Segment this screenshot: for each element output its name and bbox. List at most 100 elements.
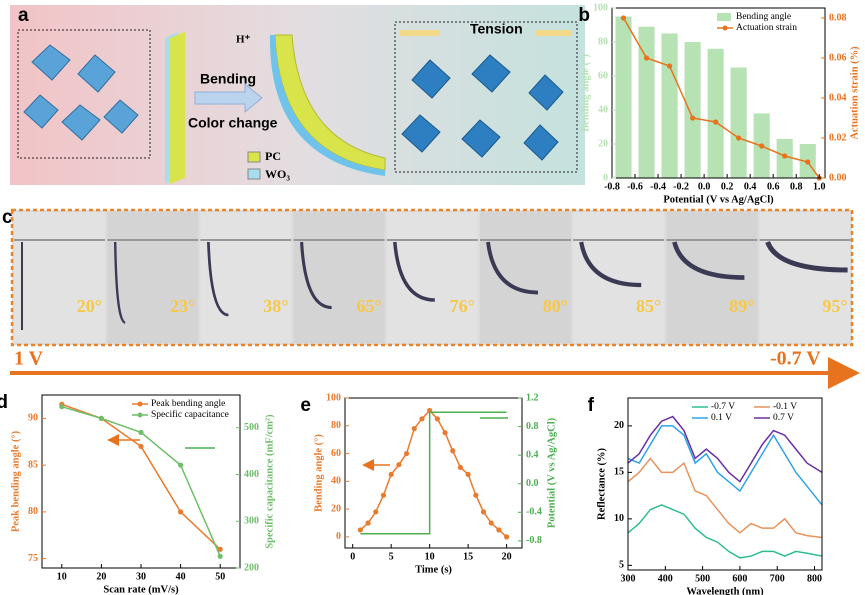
- y-tick-label: 20: [614, 420, 624, 431]
- frame: [10, 208, 854, 347]
- point: [488, 520, 494, 526]
- panel-label: c: [2, 207, 13, 228]
- photos-c: c 1 V -0.7 V 20° 23° 38° 65° 76° 80° 85° 89° 95°: [2, 207, 860, 389]
- y2-tick-label: 0.02: [829, 132, 847, 143]
- legend-label: Actuation strain: [736, 23, 797, 33]
- legend-label: Bending angle: [736, 12, 791, 22]
- start-label: 1 V: [14, 348, 44, 370]
- line: [61, 403, 221, 550]
- line: [627, 504, 823, 559]
- point: [457, 464, 464, 471]
- point: [419, 416, 425, 422]
- bar: [684, 42, 701, 178]
- film: [114, 241, 126, 324]
- zoom-box: [17, 29, 151, 159]
- legend-label: Specific capacitance: [151, 409, 229, 420]
- y2-tick-label: 0.8: [526, 421, 539, 432]
- bar: [638, 26, 655, 179]
- panel-label: f: [588, 395, 595, 416]
- plot-frame: [41, 394, 241, 569]
- point: [782, 153, 788, 159]
- x-tick-label: 20: [96, 571, 106, 582]
- line: [622, 17, 820, 179]
- photo: [14, 212, 105, 343]
- point: [178, 462, 184, 468]
- angle-label: 76°: [450, 296, 475, 316]
- y-axis-label: Bending angle (°): [313, 434, 324, 512]
- photo: [200, 212, 292, 343]
- y2-tick-label: 0.0: [526, 478, 539, 489]
- y2-tick-label: 300: [244, 516, 259, 527]
- y-tick-label: 15: [614, 467, 624, 478]
- point: [442, 430, 448, 436]
- photo: [386, 212, 478, 343]
- panel-label: a: [18, 5, 29, 26]
- crystal-left: [23, 44, 139, 141]
- point: [178, 509, 184, 515]
- point: [217, 546, 223, 552]
- end-label: -0.7 V: [770, 348, 821, 370]
- photo: [573, 212, 665, 343]
- y-tick-label: 40: [598, 104, 608, 115]
- y2-tick-label: 0.06: [829, 52, 847, 63]
- x-tick-label: -0.8: [604, 181, 620, 192]
- y2-tick-label: -0.4: [526, 507, 542, 518]
- y-tick-label: 100: [326, 392, 341, 403]
- x-tick-label: 1.0: [813, 181, 826, 192]
- x-tick-label: 15: [463, 551, 473, 562]
- point: [98, 415, 104, 421]
- plate-pc: [170, 32, 185, 184]
- ion-label: H⁺: [236, 34, 251, 46]
- x-tick-label: 500: [695, 573, 710, 584]
- x-axis-label: Time (s): [415, 564, 452, 575]
- tension-label: Tension: [470, 21, 523, 37]
- y-tick-label: 90: [28, 413, 38, 424]
- line: [627, 425, 823, 506]
- y2-axis-label: Specific capacitance (mF/cm²): [264, 414, 275, 549]
- point: [450, 448, 456, 454]
- y2-tick-label: 0.04: [829, 92, 847, 103]
- film: [672, 241, 745, 280]
- y-tick-label: 80: [331, 420, 341, 431]
- angle-label: 80°: [543, 296, 568, 316]
- legend-label: 0.1 V: [711, 413, 732, 423]
- x-tick-label: 800: [807, 573, 822, 584]
- point: [759, 143, 765, 149]
- line: [360, 411, 507, 535]
- chart: b -0.8 -0.6 -0.4 -0.2 0.0 0.2 0.4 0.6 0.8 1.0 0 20 40…: [578, 2, 860, 205]
- bar: [615, 16, 632, 178]
- x-tick-label: 10: [57, 571, 67, 582]
- y2-axis-label: Actuation strain (%): [849, 46, 860, 140]
- x-tick-label: 0.8: [790, 181, 803, 192]
- x-tick-label: 20: [502, 551, 512, 562]
- angle-label: 38°: [263, 296, 288, 316]
- panel-label: e: [300, 395, 311, 416]
- photo: [107, 212, 199, 343]
- x-tick-label: -0.6: [627, 181, 643, 192]
- y-tick-label: 20: [331, 503, 341, 514]
- x-tick-label: -0.4: [650, 181, 666, 192]
- y-tick-label: 0: [336, 531, 341, 542]
- legend-label: -0.1 V: [773, 402, 797, 412]
- x-tick-label: 0.6: [767, 181, 780, 192]
- film: [393, 241, 435, 302]
- legend-marker: [722, 25, 728, 31]
- y-tick-label: 85: [28, 459, 38, 470]
- angle-label: 20°: [77, 296, 102, 316]
- point: [736, 135, 742, 141]
- y-tick-label: 80: [28, 506, 38, 517]
- y-axis-label: Bending angle (°): [580, 54, 591, 132]
- x-tick-label: 40: [176, 571, 186, 582]
- point: [666, 63, 673, 69]
- point: [465, 471, 471, 477]
- legend-swatch: [717, 13, 731, 21]
- point: [411, 425, 417, 432]
- diagram-a: a H⁺ Tension Bending Color change PC WO₃: [10, 5, 585, 185]
- y2-tick-label: 400: [244, 469, 259, 480]
- bent-strip: [274, 34, 386, 171]
- angle-label: 65°: [356, 296, 381, 316]
- point: [388, 471, 394, 477]
- panel-label: d: [0, 392, 8, 413]
- y-tick-label: 100: [593, 2, 608, 13]
